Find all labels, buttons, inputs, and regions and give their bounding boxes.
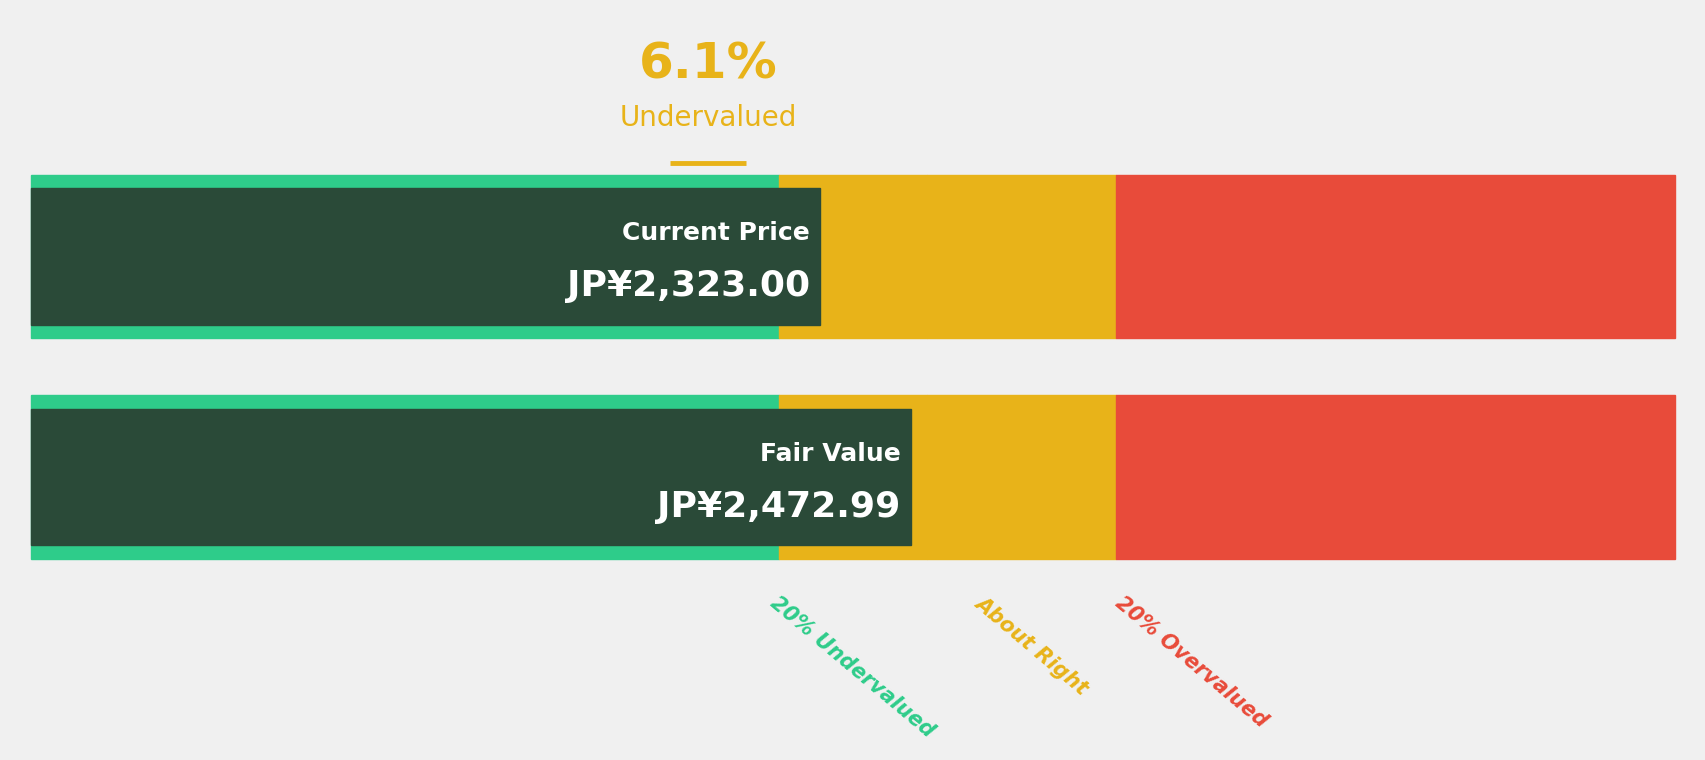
Bar [31,188,820,325]
Text: 20% Overvalued: 20% Overvalued [1112,593,1270,731]
Bar [779,395,926,559]
Text: 20% Undervalued: 20% Undervalued [766,593,938,741]
Bar [31,175,779,338]
Text: About Right: About Right [970,593,1091,698]
Text: Current Price: Current Price [622,221,810,245]
Bar [926,395,1115,559]
Bar [1115,395,1674,559]
Bar [1115,175,1674,338]
Text: JP¥2,323.00: JP¥2,323.00 [566,270,810,303]
Text: Undervalued: Undervalued [619,104,796,131]
Bar [31,409,910,545]
Bar [779,175,926,338]
Bar [31,395,779,559]
Bar [926,175,1115,338]
Text: Fair Value: Fair Value [759,442,900,466]
Text: 6.1%: 6.1% [638,40,777,89]
Text: JP¥2,472.99: JP¥2,472.99 [656,490,900,524]
